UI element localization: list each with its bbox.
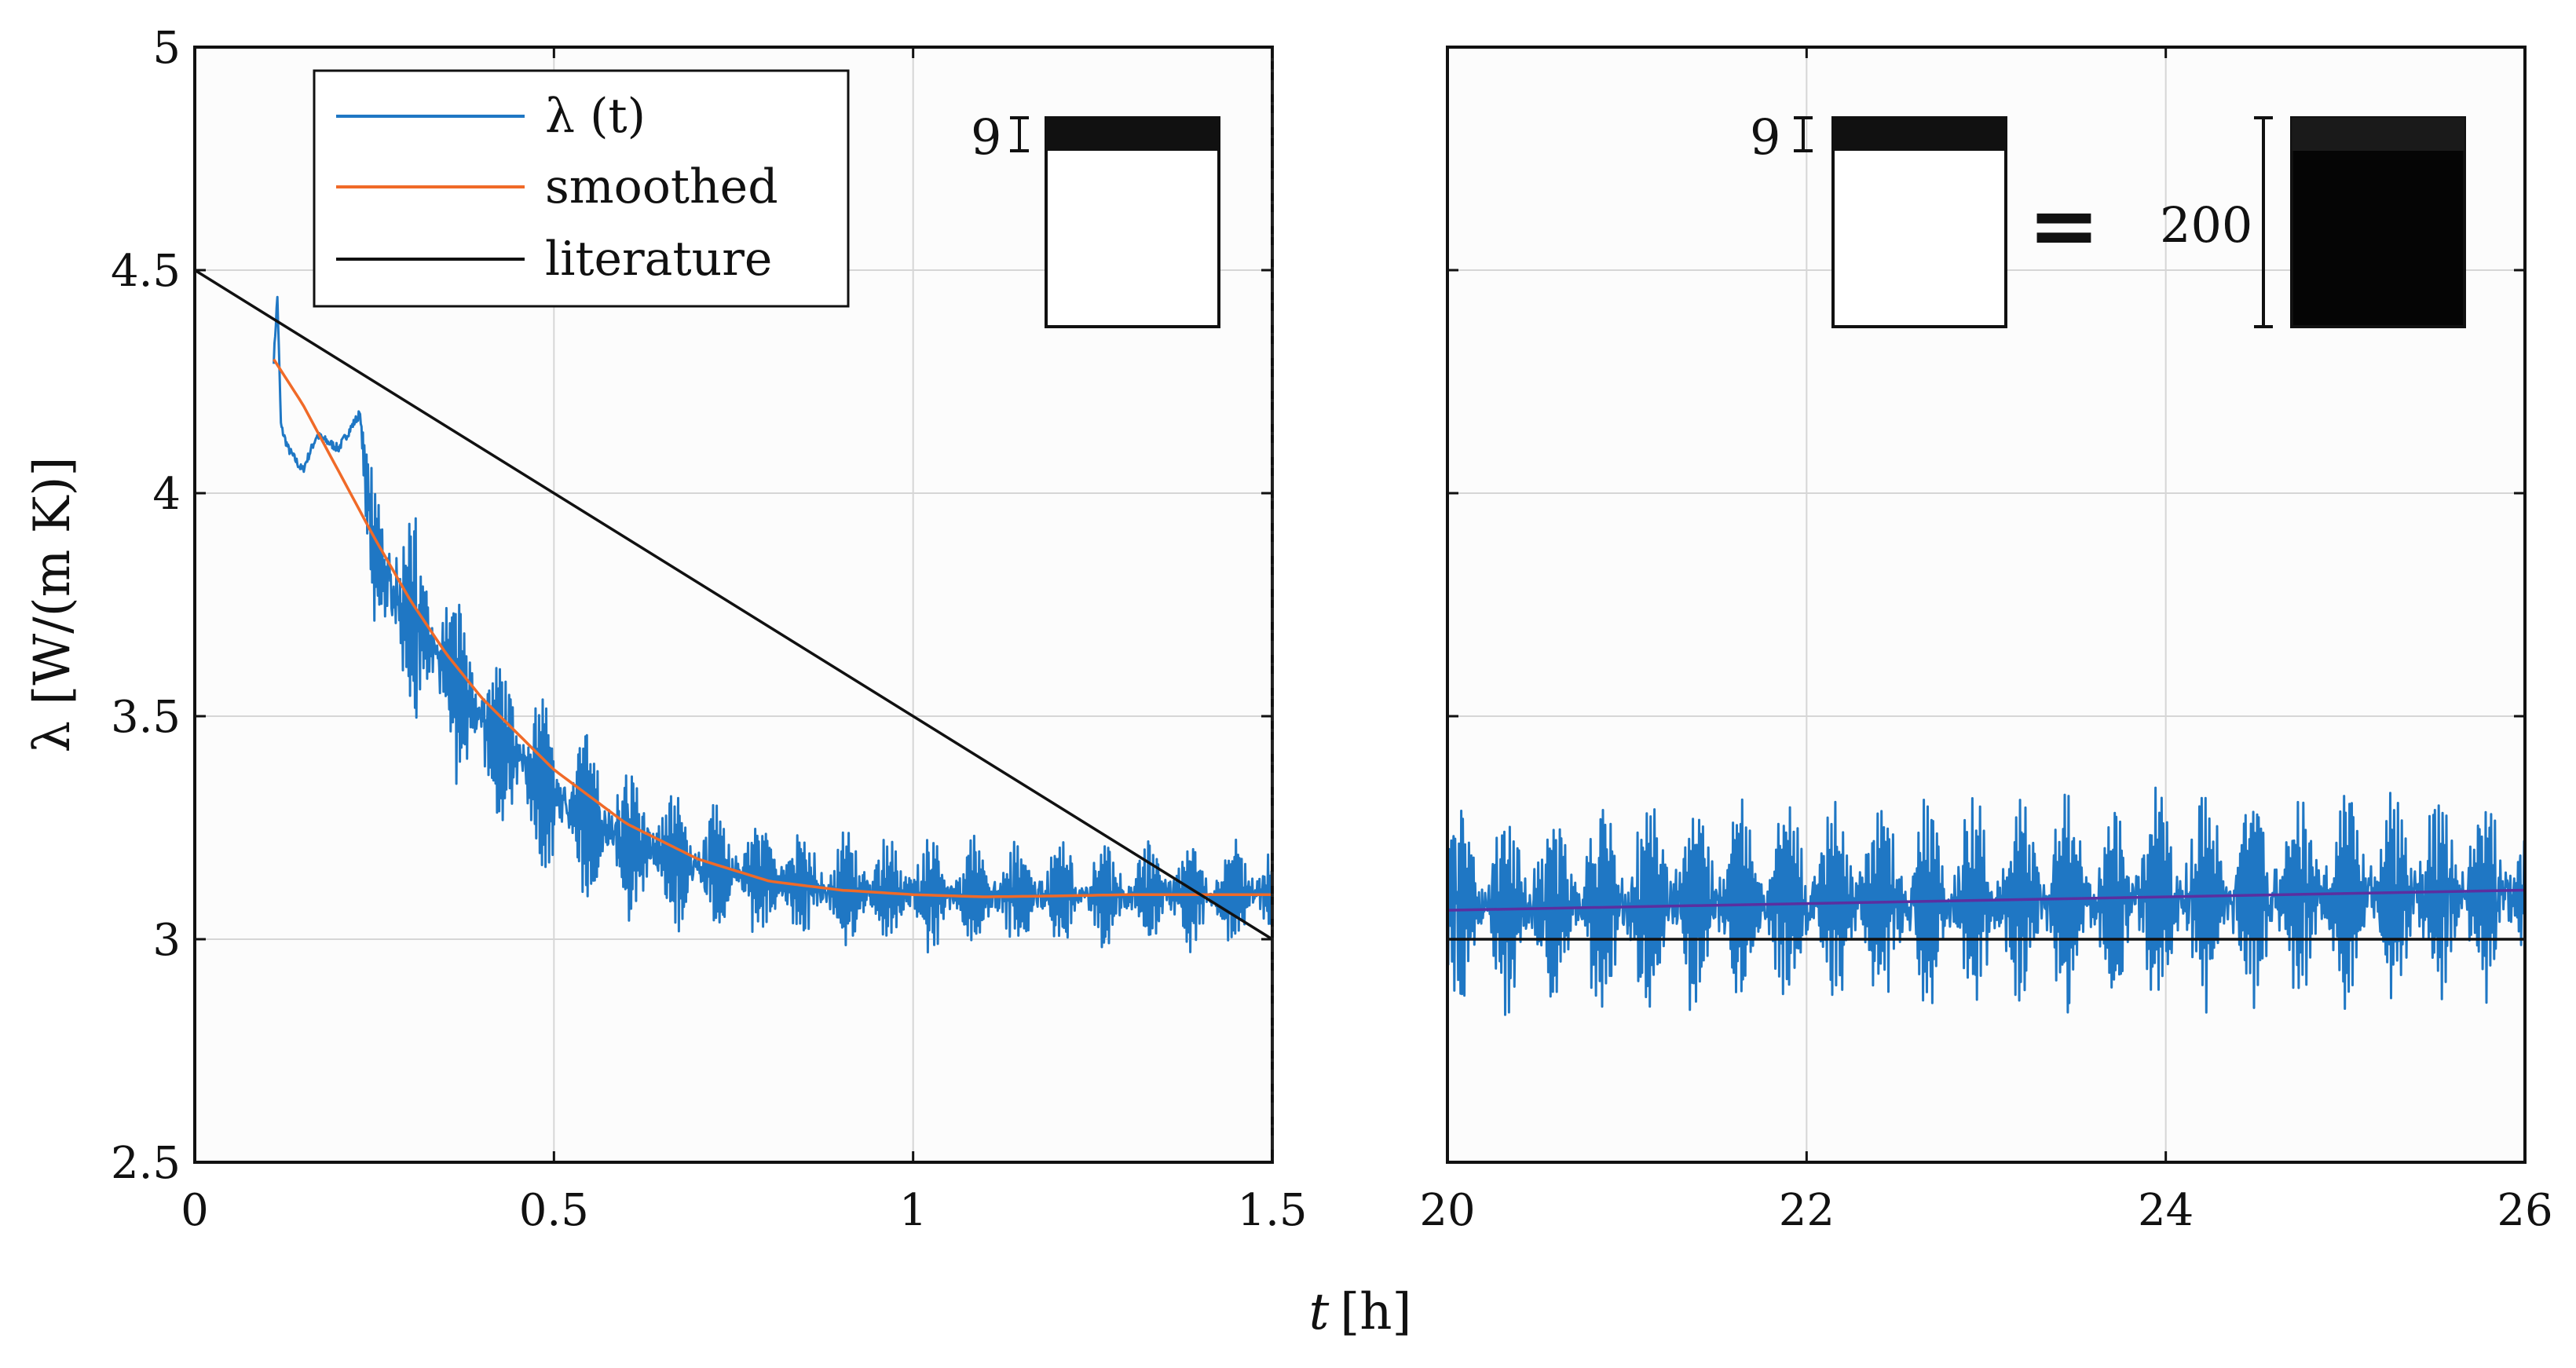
x-axis-unit: [h]	[1340, 1283, 1411, 1341]
left-ticks: 0 0.5 1 1.5 2.5 3 3.5 4 4.5 5	[111, 23, 1308, 1236]
left-series-smoothed	[273, 358, 1272, 898]
left-x-tick-label: 0	[181, 1185, 209, 1236]
left-y-tick-label: 2.5	[111, 1138, 181, 1189]
x-axis-label: t [h]	[1309, 1283, 1412, 1341]
right-x-tick-label: 26	[2497, 1185, 2552, 1236]
legend-label-lambda: λ (t)	[545, 89, 646, 144]
y-axis-label: λ [W/(m K)]	[24, 457, 82, 753]
left-inset-box	[1045, 116, 1220, 328]
right-inset-small-layer	[1833, 118, 2006, 151]
left-inset-label: 9	[971, 108, 1001, 166]
left-y-tick-label: 3	[152, 915, 181, 966]
equals-sign-text: =	[2028, 175, 2100, 276]
left-y-tick-label: 4	[152, 469, 181, 520]
left-series-lambda	[273, 295, 1274, 954]
right-x-tick-label: 20	[1419, 1185, 1475, 1236]
left-x-tick-label: 1.5	[1237, 1185, 1307, 1236]
right-x-tick-label: 24	[2138, 1185, 2194, 1236]
right-series	[1446, 786, 2527, 1016]
right-panel: 20 22 24 26 9 = 200	[1419, 46, 2553, 1236]
left-y-tick-label: 3.5	[111, 692, 181, 743]
right-ticks: 20 22 24 26	[1419, 46, 2553, 1236]
right-inset-small-label: 9	[1750, 108, 1780, 166]
equals-sign: =	[2028, 175, 2100, 276]
left-y-tick-label: 5	[152, 23, 181, 74]
left-x-tick-label: 0.5	[519, 1185, 589, 1236]
left-x-tick-label: 1	[899, 1185, 928, 1236]
right-axes-box	[1446, 46, 2527, 1164]
legend: λ (t) smoothed literature	[313, 69, 850, 308]
legend-label-literature: literature	[545, 232, 772, 287]
left-y-tick-label: 4.5	[111, 246, 181, 297]
right-series-smoothed	[1447, 888, 2526, 912]
right-inset-large-label: 200	[2160, 196, 2252, 254]
right-series-lambda	[1446, 786, 2527, 1016]
right-x-tick-label: 22	[1779, 1185, 1835, 1236]
x-axis-var: t	[1309, 1283, 1330, 1341]
left-axes-box	[193, 46, 1274, 1164]
x-axis-label-text: t [h]	[1309, 1283, 1412, 1341]
right-inset-large-box	[2290, 116, 2466, 328]
right-inset-large: 200	[2160, 116, 2466, 328]
left-inset-layer	[1046, 118, 1219, 151]
right-inset-small: 9	[1750, 108, 2007, 328]
left-inset: 9	[971, 108, 1220, 328]
legend-label-smoothed: smoothed	[545, 159, 778, 214]
left-series	[194, 269, 1274, 954]
left-series-literature	[194, 269, 1273, 941]
left-panel: 0 0.5 1 1.5 2.5 3 3.5 4 4.5 5 λ (t) smoothed lite…	[111, 23, 1308, 1236]
y-axis-label-text: λ [W/(m K)]	[24, 457, 82, 753]
right-inset-large-layer	[2292, 118, 2464, 151]
